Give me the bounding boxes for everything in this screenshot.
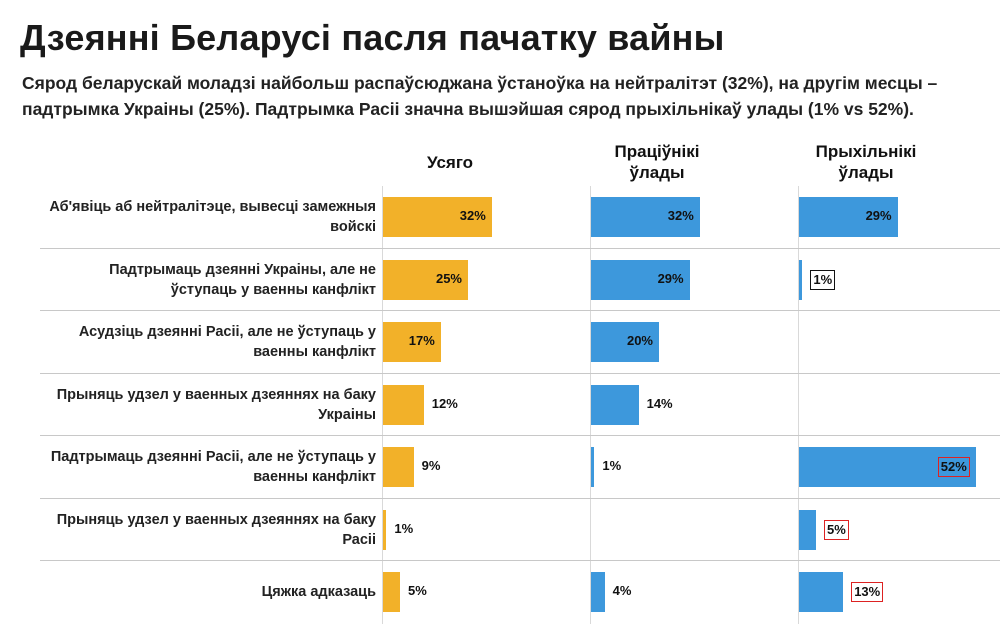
data-label: 32% [667, 208, 694, 224]
bar-0-6 [383, 572, 400, 613]
bar-2-1 [799, 259, 803, 300]
bar-1-2 [591, 322, 659, 363]
bar-2-0 [799, 197, 898, 238]
bar-0-0 [383, 197, 492, 238]
page-subtitle: Сярод беларускай моладзі найбольш распаў… [22, 73, 938, 119]
page-title: Дзеянні Беларусі пасля пачатку вайны [20, 17, 725, 58]
axis-baseline-0 [382, 186, 383, 624]
axis-baseline-1 [590, 186, 591, 624]
category-label: Прыняць удзел у ваенных дзеяннях на баку… [56, 511, 376, 548]
data-label: 1% [602, 458, 622, 474]
row-separator [40, 310, 1000, 311]
axis-baseline-2 [798, 186, 799, 624]
row-separator [40, 372, 1000, 374]
bar-1-0 [591, 197, 700, 238]
data-label: 52% [937, 457, 970, 478]
data-label: 29% [657, 270, 684, 286]
bar-0-5 [383, 509, 387, 550]
data-label: 5% [824, 519, 849, 540]
data-label: 1% [394, 520, 414, 536]
category-label: Падтрымаць дзеянні Расіі, але не ўступац… [50, 449, 376, 486]
category-label: Прыняць удзел у ваенных дзеяннях на баку… [56, 386, 376, 423]
category-label: Асудзіць дзеянні Расіі, але не ўступаць … [78, 324, 376, 361]
data-label: 12% [431, 395, 458, 411]
bar-1-1 [591, 259, 690, 300]
bar-1-3 [591, 384, 639, 425]
data-label: 14% [646, 395, 673, 411]
category-label: Цяжка адказаць [261, 584, 376, 601]
data-label: 17% [408, 333, 435, 349]
bar-0-3 [383, 384, 424, 425]
row-separator [40, 560, 1000, 561]
row-separator [40, 435, 1000, 436]
row-separator [40, 247, 1000, 249]
data-label: 20% [626, 333, 653, 349]
data-label: 1% [810, 269, 836, 290]
bar-1-6 [591, 572, 605, 613]
bar-2-6 [799, 572, 844, 613]
bar-0-4 [383, 447, 414, 488]
bar-0-1 [383, 259, 468, 300]
category-label: Аб'явіць аб нейтралітэце, вывесці замежн… [49, 199, 376, 236]
bar-2-4 [799, 447, 976, 488]
column-header-0: Усяго [426, 153, 474, 172]
row-separator [40, 497, 1000, 499]
column-header-2: Прыхільнікі ўлады [815, 142, 917, 182]
bar-0-2 [383, 322, 441, 363]
data-label: 5% [408, 583, 427, 599]
data-label: 9% [421, 458, 441, 474]
bar-2-5 [799, 509, 816, 550]
data-label: 4% [612, 583, 632, 599]
data-label: 29% [865, 208, 892, 224]
bar-1-4 [591, 447, 595, 488]
category-label: Падтрымаць дзеянні Украіны, але не ўступ… [109, 261, 376, 298]
column-header-1: Праціўнікі ўлады [614, 142, 700, 182]
data-label: 32% [459, 208, 486, 224]
data-label: 13% [851, 582, 884, 603]
data-label: 25% [435, 270, 462, 286]
